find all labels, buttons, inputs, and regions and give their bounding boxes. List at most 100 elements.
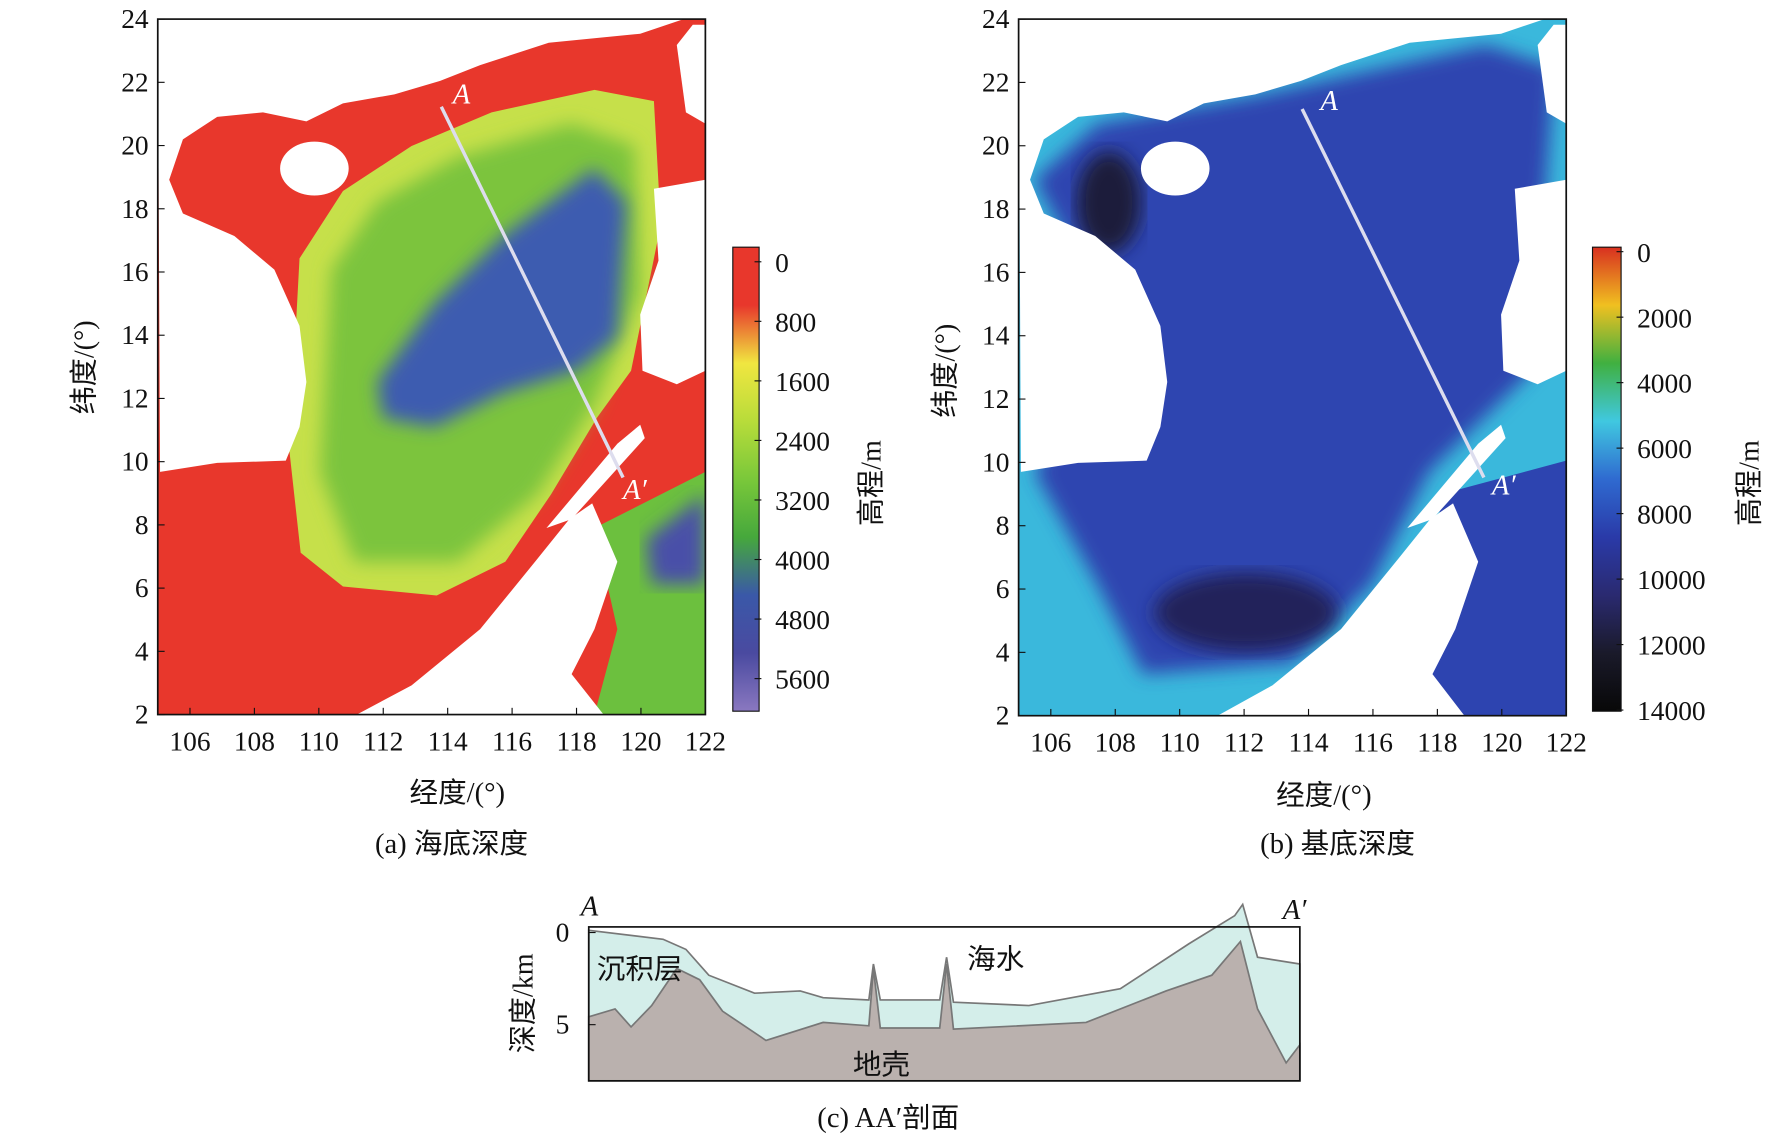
y-tick-label: 14 [982,321,1010,351]
land-hainan [280,141,349,196]
southeast-basin [1429,460,1567,716]
sediment-label: 沉积层 [597,954,683,986]
panel-b-axes: 106 108 110 112 114 116 118 120 1222468101214161… [982,4,1587,757]
panel-b-xlabel: 经度/(°) [1276,780,1372,812]
x-tick-label: 106 [169,727,210,757]
point-a-label: A [451,80,471,111]
x-tick-label: 106 [1030,728,1071,758]
colorbar-tick-label: 6000 [1637,434,1692,464]
colorbar-tick-label: 5600 [775,665,830,695]
panel-b-frame [1017,18,1568,717]
basin-area [1034,44,1555,675]
point-a-prime-label: A′ [1490,471,1517,502]
land-taiwan [676,24,706,124]
y-tick-label: 16 [121,257,148,287]
x-tick-label: 112 [363,727,403,757]
x-tick-label: 116 [492,727,532,757]
y-tick-label: 2 [996,701,1010,731]
land-borneo [356,503,618,715]
panel-c-profile [587,902,1301,1082]
profile-point-a: A [579,892,599,923]
x-tick-label: 122 [1546,728,1587,758]
colorbar-tick-label: 3200 [775,486,830,516]
colorbar-tick-label: 2000 [1637,303,1692,333]
colorbar-tick-label: 2400 [775,427,830,457]
panel-a-axes: 106 108 110 112 114 116 118 120 1222468101214161… [121,4,726,756]
land-taiwan [1537,24,1567,124]
southeast-deep [645,494,706,585]
profile-ylabel: 深度/km [508,953,540,1053]
panel-b-caption: (b) 基底深度 [1260,828,1415,860]
colorbar-tick-label: 0 [775,248,789,278]
panel-b-colorbar-ticks: 0 2000 4000 6000 8000 10000 12000 14000 [1616,238,1706,726]
x-tick-label: 120 [1481,728,1522,758]
y-tick-label: 2 [135,700,149,730]
land-philippines [640,179,706,385]
profile-line-aa [1300,108,1486,479]
panel-b-map [1018,19,1567,716]
land-palawan [546,424,645,529]
x-tick-label: 114 [428,727,469,757]
x-tick-label: 112 [1224,728,1264,758]
land-philippines [1501,179,1567,385]
panel-b-ylabel: 纬度/(°) [929,324,961,418]
crust-label: 地壳 [853,1049,910,1081]
x-tick-label: 118 [556,727,596,757]
x-tick-label: 110 [1160,728,1200,758]
deep-trough-west [1076,151,1141,253]
land-china-vietnam [1018,19,1545,472]
land-hainan [1140,141,1210,196]
y-tick-label: 8 [996,511,1010,541]
y-tick-label: 10 [121,447,148,477]
x-tick-label: 110 [299,727,339,757]
panel-a-map [157,19,706,715]
panel-a-colorbar-ticks: 0 800 1600 2400 3200 4000 4800 5600 [754,248,830,695]
x-tick-label: 114 [1288,728,1329,758]
colorbar-tick-label: 14000 [1637,696,1706,726]
y-tick-label: 6 [135,573,149,603]
colorbar-tick-label: 800 [775,308,816,338]
y-tick-label: 10 [982,448,1009,478]
panel-c-frame [587,926,1301,1082]
crust-layer [587,939,1301,1082]
profile-point-a-prime: A′ [1281,895,1308,926]
x-tick-label: 118 [1417,728,1457,758]
y-tick-label: 24 [982,4,1010,34]
panel-a-colorbar [732,246,760,712]
land-china-vietnam [157,19,684,472]
x-tick-label: 122 [685,727,726,757]
colorbar-tick-label: 10000 [1637,565,1706,595]
panel-c-caption: (c) AA′剖面 [817,1102,959,1134]
land-borneo [1217,503,1479,716]
point-a-label: A [1318,86,1338,117]
x-tick-label: 108 [234,727,275,757]
y-tick-label: 4 [996,638,1010,668]
panel-b-colorbar [1591,246,1622,712]
colorbar-tick-label: 1600 [775,367,830,397]
y-tick-label: 14 [121,320,149,350]
colorbar-tick-label: 8000 [1637,500,1692,530]
panel-b-colorbar-label: 高程/m [1733,440,1765,526]
y-tick-label: 22 [121,68,148,98]
y-tick-label: 12 [982,384,1009,414]
x-tick-label: 116 [1353,728,1393,758]
point-a-prime-label: A′ [621,475,648,506]
panel-a-frame [156,18,707,716]
colorbar-tick-label: 12000 [1637,631,1706,661]
y-tick-label: 8 [135,510,149,540]
colorbar-tick-label: 4800 [775,605,830,635]
colorbar-tick-label: 0 [1637,238,1651,268]
y-tick-label: 12 [121,384,148,414]
deep-trough-south [1154,573,1338,652]
y-tick-label: 6 [996,574,1010,604]
panel-a-xlabel: 经度/(°) [410,777,506,809]
y-tick-label: 4 [135,637,149,667]
x-tick-label: 108 [1095,728,1136,758]
profile-line-aa [439,106,625,479]
y-tick-label: 18 [982,194,1009,224]
y-tick-label: 20 [982,131,1009,161]
land-palawan [1407,424,1506,529]
deep-basin-area [377,168,627,427]
